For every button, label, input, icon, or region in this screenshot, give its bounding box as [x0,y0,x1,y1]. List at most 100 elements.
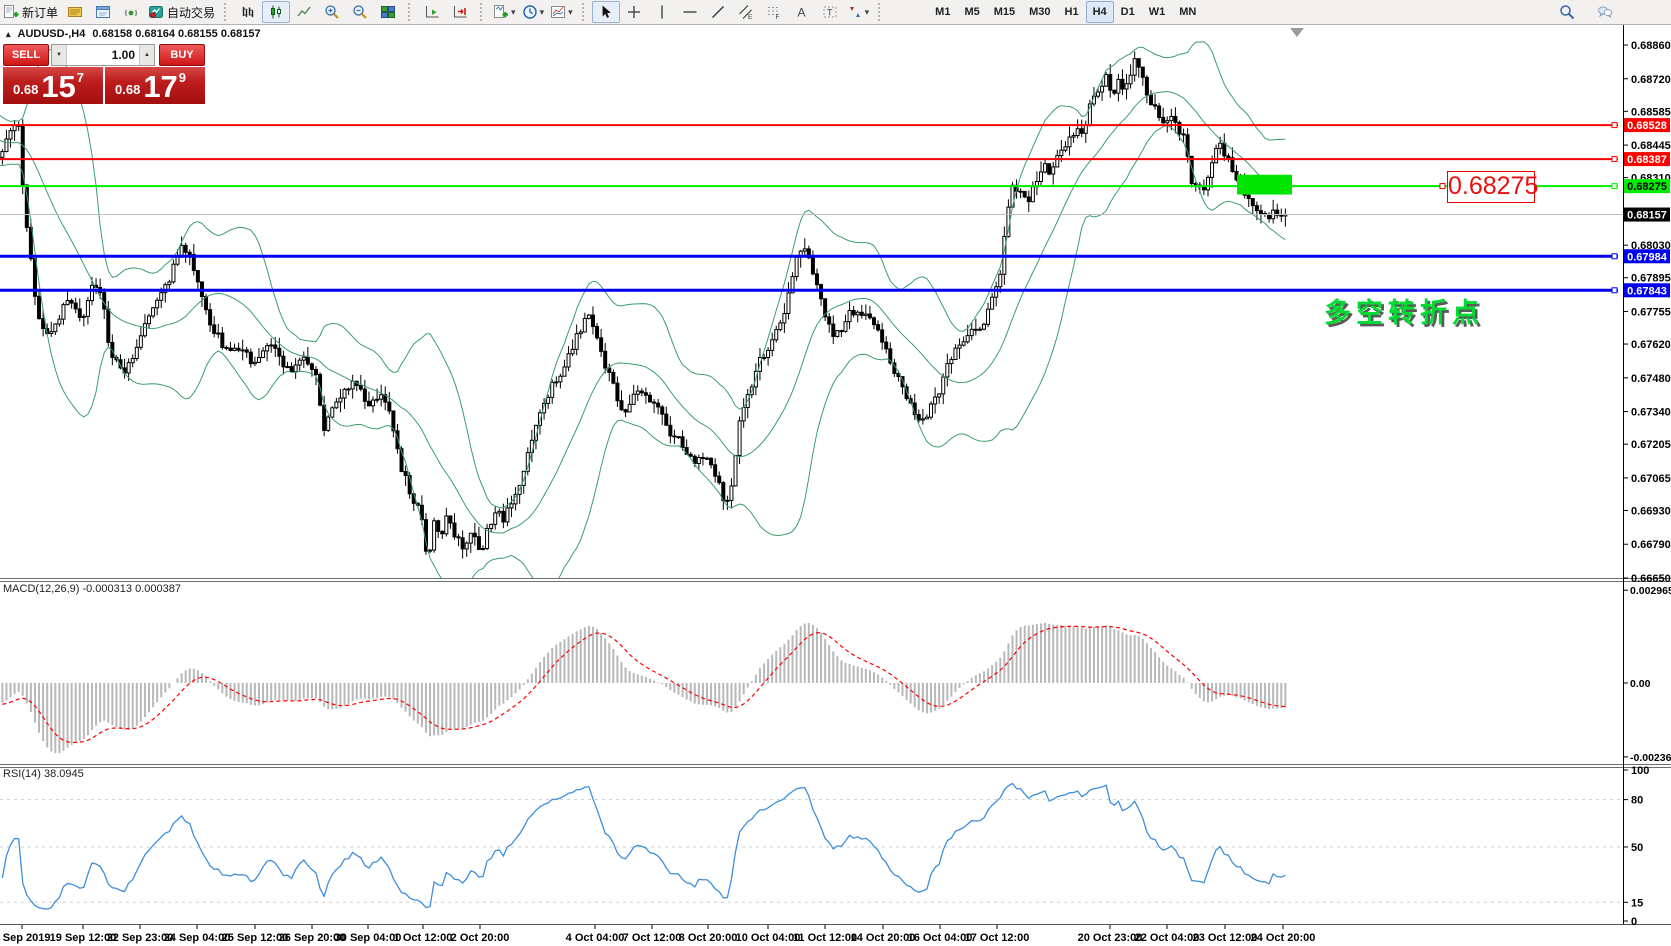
chart-shift-button[interactable] [446,1,474,23]
rectangle-object[interactable] [1237,174,1292,195]
equidistant-channel-tool-button[interactable]: E [732,1,760,23]
timeframe-group: M1 M5 M15 M30 H1 H4 D1 W1 MN [928,0,1203,24]
line-chart-icon [297,6,311,17]
periods-button[interactable]: ▾ [519,1,548,23]
callout-anchor-handle[interactable] [1439,183,1446,190]
indicators-button[interactable]: ▾ [490,1,519,23]
rsi-indicator-label: RSI(14) 38.0945 [3,768,84,780]
arrows-tool-button[interactable]: ▾ [844,1,873,23]
sell-button[interactable]: SELL [3,44,49,66]
community-button[interactable] [1591,1,1619,23]
market-watch-button[interactable] [61,1,89,23]
dropdown-arrow-icon[interactable]: ▾ [568,6,573,17]
svg-text:80: 80 [1631,795,1643,807]
timeframe-mn[interactable]: MN [1179,6,1197,18]
buy-button[interactable]: BUY [159,44,205,66]
tile-windows-button[interactable] [374,1,402,23]
toolbar-separator [480,3,486,21]
signals-icon [125,9,138,17]
line-chart-button[interactable] [290,1,318,23]
search-icon [1560,5,1575,20]
spin-up-icon: ▲ [144,52,150,58]
toolbar-separator [224,3,230,21]
timeframe-w1[interactable]: W1 [1148,6,1166,18]
zoom-out-icon [353,5,367,19]
insert-group: ▾ ▾ ▾ [490,0,576,24]
horizontal-line-objects[interactable] [0,122,1618,294]
cursor-icon [602,5,611,18]
svg-text:0.67205: 0.67205 [1631,439,1671,451]
data-window-button[interactable] [89,1,117,23]
timeframe-m5[interactable]: M5 [964,6,980,18]
indicators-icon [494,5,509,18]
volume-decrease-button[interactable]: ▼ [52,45,67,65]
svg-text:30 Sep 04:00: 30 Sep 04:00 [335,932,402,944]
timeframe-m1[interactable]: M1 [935,6,951,18]
timeframe-m15[interactable]: M15 [993,6,1016,18]
timeframe-m30[interactable]: M30 [1029,6,1051,18]
sell-price-box[interactable]: 0.68 15 7 [3,67,103,104]
price-scale[interactable]: 0.688600.687200.685850.684450.683100.680… [1623,24,1671,924]
turning-point-note[interactable]: 多空转折点 [1324,298,1484,328]
svg-text:24 Sep 04:00: 24 Sep 04:00 [164,932,231,944]
vertical-line-tool-button[interactable] [648,1,676,23]
collapse-arrow-icon[interactable]: ▴ [6,28,11,39]
trendline-tool-button[interactable] [704,1,732,23]
price-callout-label[interactable]: 0.68275 [1447,171,1538,203]
fibonacci-tool-button[interactable]: F [760,1,788,23]
svg-text:0.68387: 0.68387 [1627,154,1667,166]
chart-symbol-period: AUDUSD-,H4 [17,28,86,40]
svg-text:19 Sep 12:00: 19 Sep 12:00 [50,932,117,944]
line-anchor-handle[interactable] [1611,156,1618,163]
crosshair-tool-button[interactable] [620,1,648,23]
svg-text:4 Oct 04:00: 4 Oct 04:00 [566,932,625,944]
line-anchor-handle[interactable] [1611,253,1618,260]
templates-button[interactable]: ▾ [547,1,576,23]
new-order-button[interactable]: 新订单 [0,1,61,23]
chart-title: ▴ AUDUSD-,H4 0.68158 0.68164 0.68155 0.6… [6,28,261,40]
arrows-icon [849,7,860,17]
candlestick-chart-button[interactable] [262,1,291,23]
text-tool-button[interactable]: A [788,1,816,23]
one-click-trading-widget: SELL ▼ 1.00 ▲ BUY 0.68 15 7 0.68 17 9 [3,44,205,104]
timeframe-h1[interactable]: H1 [1064,6,1079,18]
volume-increase-button[interactable]: ▲ [139,45,154,65]
line-anchor-handle[interactable] [1611,287,1618,294]
bar-chart-button[interactable] [234,1,262,23]
line-anchor-handle[interactable] [1611,122,1618,129]
svg-text:F: F [775,14,779,20]
buy-price-box[interactable]: 0.68 17 9 [105,67,205,104]
price-axis-badges: 0.68528 0.68387 0.68275 0.68157 0.67984 0.678… [1624,118,1670,298]
auto-scroll-icon [426,6,439,18]
volume-input[interactable]: 1.00 [111,48,135,62]
svg-text:7 Oct 12:00: 7 Oct 12:00 [623,932,682,944]
search-button[interactable] [1553,1,1581,23]
timeframe-h4[interactable]: H4 [1085,1,1114,23]
autotrading-button[interactable]: 自动交易 [145,1,218,23]
text-label-tool-button[interactable]: T [816,1,844,23]
timeframe-d1[interactable]: D1 [1120,6,1135,18]
panel-dividers[interactable] [0,578,1671,925]
svg-text:20 Oct 23:00: 20 Oct 23:00 [1078,932,1143,944]
cursor-tool-button[interactable] [591,1,620,23]
buy-price-point: 9 [178,70,187,85]
zoom-in-button[interactable] [318,1,346,23]
text-icon: A [797,6,805,20]
auto-scroll-button[interactable] [418,1,446,23]
buy-price-prefix: 0.68 [115,82,141,97]
svg-text:8 Oct 20:00: 8 Oct 20:00 [679,932,738,944]
dropdown-arrow-icon[interactable]: ▾ [864,6,870,17]
rsi-scale[interactable]: 100 80 50 15 0 [1623,765,1649,928]
dropdown-arrow-icon[interactable]: ▾ [539,6,545,17]
toolbar-right-group [1553,1,1619,23]
zoom-out-button[interactable] [346,1,374,23]
dropdown-arrow-icon[interactable]: ▾ [511,6,516,17]
chart-shift-marker[interactable] [1290,28,1304,37]
horizontal-line-tool-button[interactable] [676,1,704,23]
signals-button[interactable] [117,1,145,23]
line-anchor-handle[interactable] [1611,183,1618,190]
